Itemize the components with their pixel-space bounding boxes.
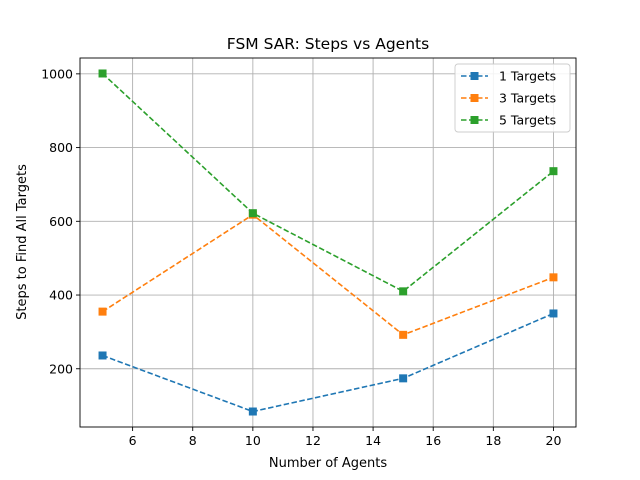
x-tick-label: 6 [129,433,137,448]
series-2 [98,210,558,339]
y-axis: 200 400 600 800 1000 [41,66,80,376]
data-point [98,307,107,316]
legend-item: 5 Targets [461,113,556,128]
legend-marker [470,72,479,80]
legend: 1 Targets 3 Targets 5 Targets [454,63,571,133]
plot-frame [79,57,577,428]
x-tick-label: 14 [365,433,381,448]
y-tick-label: 600 [49,214,73,229]
legend-box [454,63,571,133]
y-tick-label: 200 [49,361,73,376]
y-axis-label: Steps to Find All Targets [15,164,30,320]
legend-marker [470,116,479,124]
legend-label: 1 Targets [499,69,556,84]
series-line [102,312,554,413]
legend-item: 3 Targets [461,91,556,106]
data-point [248,407,257,416]
legend-label: 3 Targets [499,91,556,106]
series-line [102,213,554,336]
x-axis: 6 8 10 12 14 16 18 20 [129,427,562,448]
series-1 [98,309,558,416]
y-tick-label: 1000 [41,66,73,81]
y-tick-label: 800 [49,140,73,155]
data-point [399,374,408,383]
legend-marker [470,94,479,102]
data-point [399,287,408,296]
data-point [98,351,107,360]
data-point [549,273,558,282]
chart-title: FSM SAR: Steps vs Agents [227,35,429,53]
series-3 [98,69,558,296]
y-tick-label: 400 [49,288,73,303]
series-layer [98,69,558,416]
x-tick-label: 8 [189,433,197,448]
legend-label: 5 Targets [499,113,556,128]
x-tick-label: 20 [546,433,562,448]
x-tick-label: 10 [245,433,261,448]
data-point [98,69,107,78]
x-axis-label: Number of Agents [269,456,387,471]
series-line [102,72,554,293]
legend-item: 1 Targets [461,69,556,84]
data-point [248,209,257,218]
x-tick-label: 12 [305,433,321,448]
data-point [399,330,408,339]
data-point [549,167,558,176]
x-tick-label: 18 [485,433,501,448]
data-point [549,309,558,318]
x-tick-label: 16 [425,433,441,448]
